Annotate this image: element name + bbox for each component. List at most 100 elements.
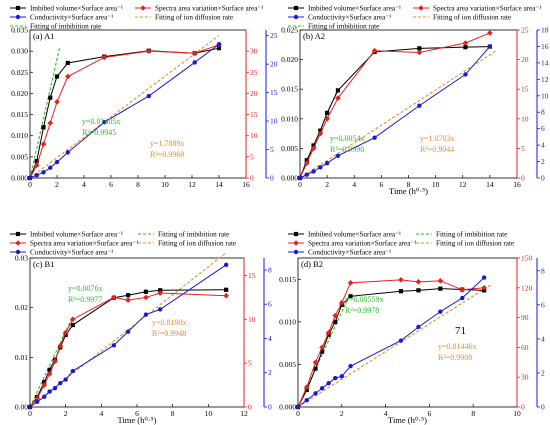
y-tick-label-red: 10: [250, 131, 258, 140]
data-point: [319, 344, 325, 351]
data-point: [101, 54, 108, 61]
data-point: [54, 159, 60, 165]
data-point: [319, 349, 325, 354]
x-tick-label: 0: [28, 180, 32, 189]
y-tick-label-blue: 6: [268, 300, 272, 309]
y-tick-label-blue: 6: [541, 300, 545, 309]
y-tick-label-red: 120: [521, 283, 533, 292]
x-tick-label: 16: [242, 180, 250, 189]
legend-marker: [15, 240, 21, 246]
y-tick-label-blue: 0: [268, 403, 272, 412]
legend-marker: [15, 231, 21, 237]
y-tick-label-left: 0.010: [279, 317, 296, 326]
y-tick-label-blue: 4: [541, 334, 545, 343]
y-tick-label-red: 20: [521, 55, 529, 64]
x-tick-label: 10: [513, 409, 521, 418]
x-axis-label: Time (h⁰·⁵): [118, 415, 157, 425]
y-tick-label-red: 25: [250, 68, 258, 77]
fit-line: [29, 34, 220, 179]
y-tick-label-blue: 8: [541, 108, 545, 117]
data-point: [47, 367, 52, 372]
x-tick-label: 2: [325, 180, 329, 189]
y-tick-label-left: 0.03: [15, 254, 28, 263]
legend-label: Imbibed volume×Surface area⁻¹: [308, 5, 401, 13]
y-tick-label-left: 0.000: [279, 403, 296, 412]
series-line: [29, 43, 220, 179]
data-point: [295, 404, 301, 410]
x-tick-label: 6: [380, 180, 384, 189]
legend-label: Spectra area variation×Surface area⁻¹: [30, 240, 138, 248]
y-tick-label-left: 0.015: [281, 85, 298, 94]
data-point: [325, 329, 332, 336]
data-point: [463, 72, 468, 77]
data-point: [52, 358, 58, 365]
y-tick-label-red: 90: [521, 313, 529, 322]
data-point: [34, 158, 39, 164]
y-tick-label-blue: 6: [541, 124, 545, 133]
y-tick-label-blue: 8: [541, 266, 545, 275]
y-tick-label-blue: 10: [541, 91, 549, 100]
data-point: [481, 285, 487, 291]
series-line: [29, 44, 220, 179]
y-tick-label-left: 0.030: [11, 47, 28, 56]
data-point: [41, 382, 48, 388]
legend-label: Conductivity×Surface area⁻¹: [30, 14, 113, 22]
data-point: [339, 374, 344, 379]
panel-label: (a) A1: [33, 31, 54, 41]
fit-annotation: y=0.81446x: [438, 342, 477, 351]
legend-label: Imbibed volume×Surface area⁻¹: [30, 231, 123, 239]
data-point: [40, 141, 47, 147]
y-tick-label-red: 5: [521, 144, 525, 153]
data-point: [63, 377, 68, 382]
data-point: [223, 292, 229, 299]
data-point: [216, 46, 222, 51]
legend-label: Imbibed volume×Surface area⁻¹: [30, 5, 123, 13]
legend-label: Conductivity×Surface area⁻¹: [308, 14, 391, 22]
data-point: [70, 316, 76, 323]
legend-marker: [15, 14, 21, 20]
data-point: [157, 307, 163, 312]
panel-label: (b) A2: [303, 31, 325, 41]
data-point: [487, 44, 493, 49]
data-point: [310, 145, 317, 152]
legend-marker: [293, 240, 299, 246]
data-point: [462, 40, 469, 46]
data-point: [347, 280, 354, 286]
series-line: [29, 47, 220, 179]
x-tick-label: 6: [135, 409, 139, 418]
fit-annotation: R²=0.9978: [345, 306, 379, 315]
y-tick-label-left: 0.020: [11, 89, 28, 98]
data-point: [47, 120, 54, 126]
y-tick-label-red: 15: [250, 110, 258, 119]
data-point: [417, 46, 422, 51]
data-point: [317, 130, 324, 137]
data-point: [125, 293, 131, 298]
data-point: [111, 343, 117, 348]
data-point: [312, 359, 319, 366]
y-tick-label-left: 0.010: [281, 114, 298, 123]
y-tick-label-blue: 8: [268, 265, 272, 274]
y-tick-label-blue: 14: [541, 58, 549, 67]
data-point: [62, 329, 69, 336]
data-point: [333, 319, 338, 324]
y-tick-label-blue: 4: [541, 141, 545, 150]
y-tick-label-blue: 0: [270, 174, 274, 183]
data-point: [223, 262, 229, 268]
x-tick-label: 4: [82, 180, 86, 189]
y-tick-label-left: 0.015: [11, 110, 28, 119]
data-point: [416, 49, 423, 56]
data-point: [143, 312, 149, 317]
x-tick-label: 4: [99, 409, 103, 418]
legend-label: Conductivity×Surface area⁻¹: [30, 249, 113, 257]
panel-1: 0 2 4 6 8 10 12 14 16 0.000 0.005 0.010 0.015 0.020 0.…: [10, 5, 278, 189]
y-tick-label-left: 0.020: [281, 55, 298, 64]
data-point: [311, 143, 316, 148]
data-point: [42, 380, 47, 385]
y-tick-label-red: 10: [248, 315, 256, 324]
data-point: [319, 386, 325, 391]
data-point: [34, 172, 39, 178]
data-point: [304, 172, 309, 177]
data-point: [41, 125, 46, 130]
fit-annotation: y=0.0054x: [330, 134, 365, 143]
y-tick-label-blue: 2: [541, 157, 545, 166]
